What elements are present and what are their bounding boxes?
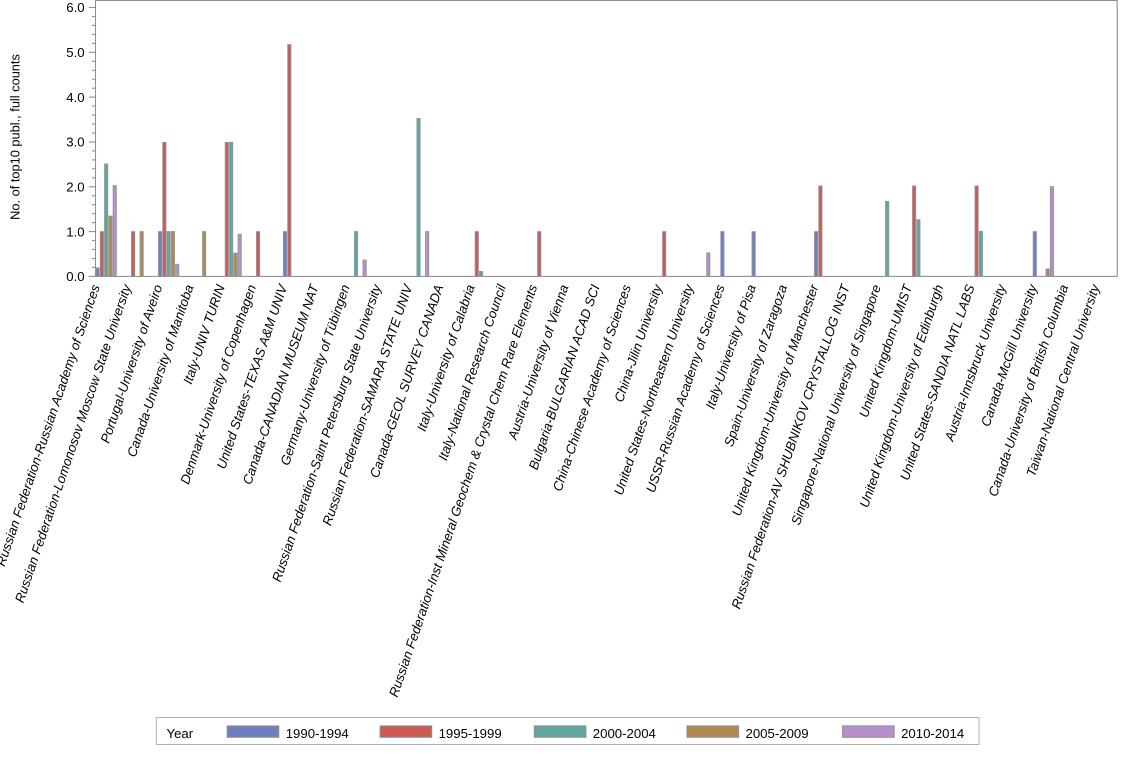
svg-text:No. of top10 publ., full count: No. of top10 publ., full counts <box>8 54 23 220</box>
svg-text:3.0: 3.0 <box>66 135 84 150</box>
svg-text:4.0: 4.0 <box>66 90 84 105</box>
svg-text:0.0: 0.0 <box>66 269 84 284</box>
svg-text:2.0: 2.0 <box>66 180 84 195</box>
svg-text:2005-2009: 2005-2009 <box>746 726 809 741</box>
svg-text:5.0: 5.0 <box>66 45 84 60</box>
svg-text:1995-1999: 1995-1999 <box>439 726 502 741</box>
svg-text:1990-1994: 1990-1994 <box>286 726 349 741</box>
svg-text:2000-2004: 2000-2004 <box>593 726 656 741</box>
svg-text:6.0: 6.0 <box>66 0 84 15</box>
svg-text:2010-2014: 2010-2014 <box>901 726 964 741</box>
svg-text:1.0: 1.0 <box>66 224 84 239</box>
svg-text:Year: Year <box>167 726 194 741</box>
